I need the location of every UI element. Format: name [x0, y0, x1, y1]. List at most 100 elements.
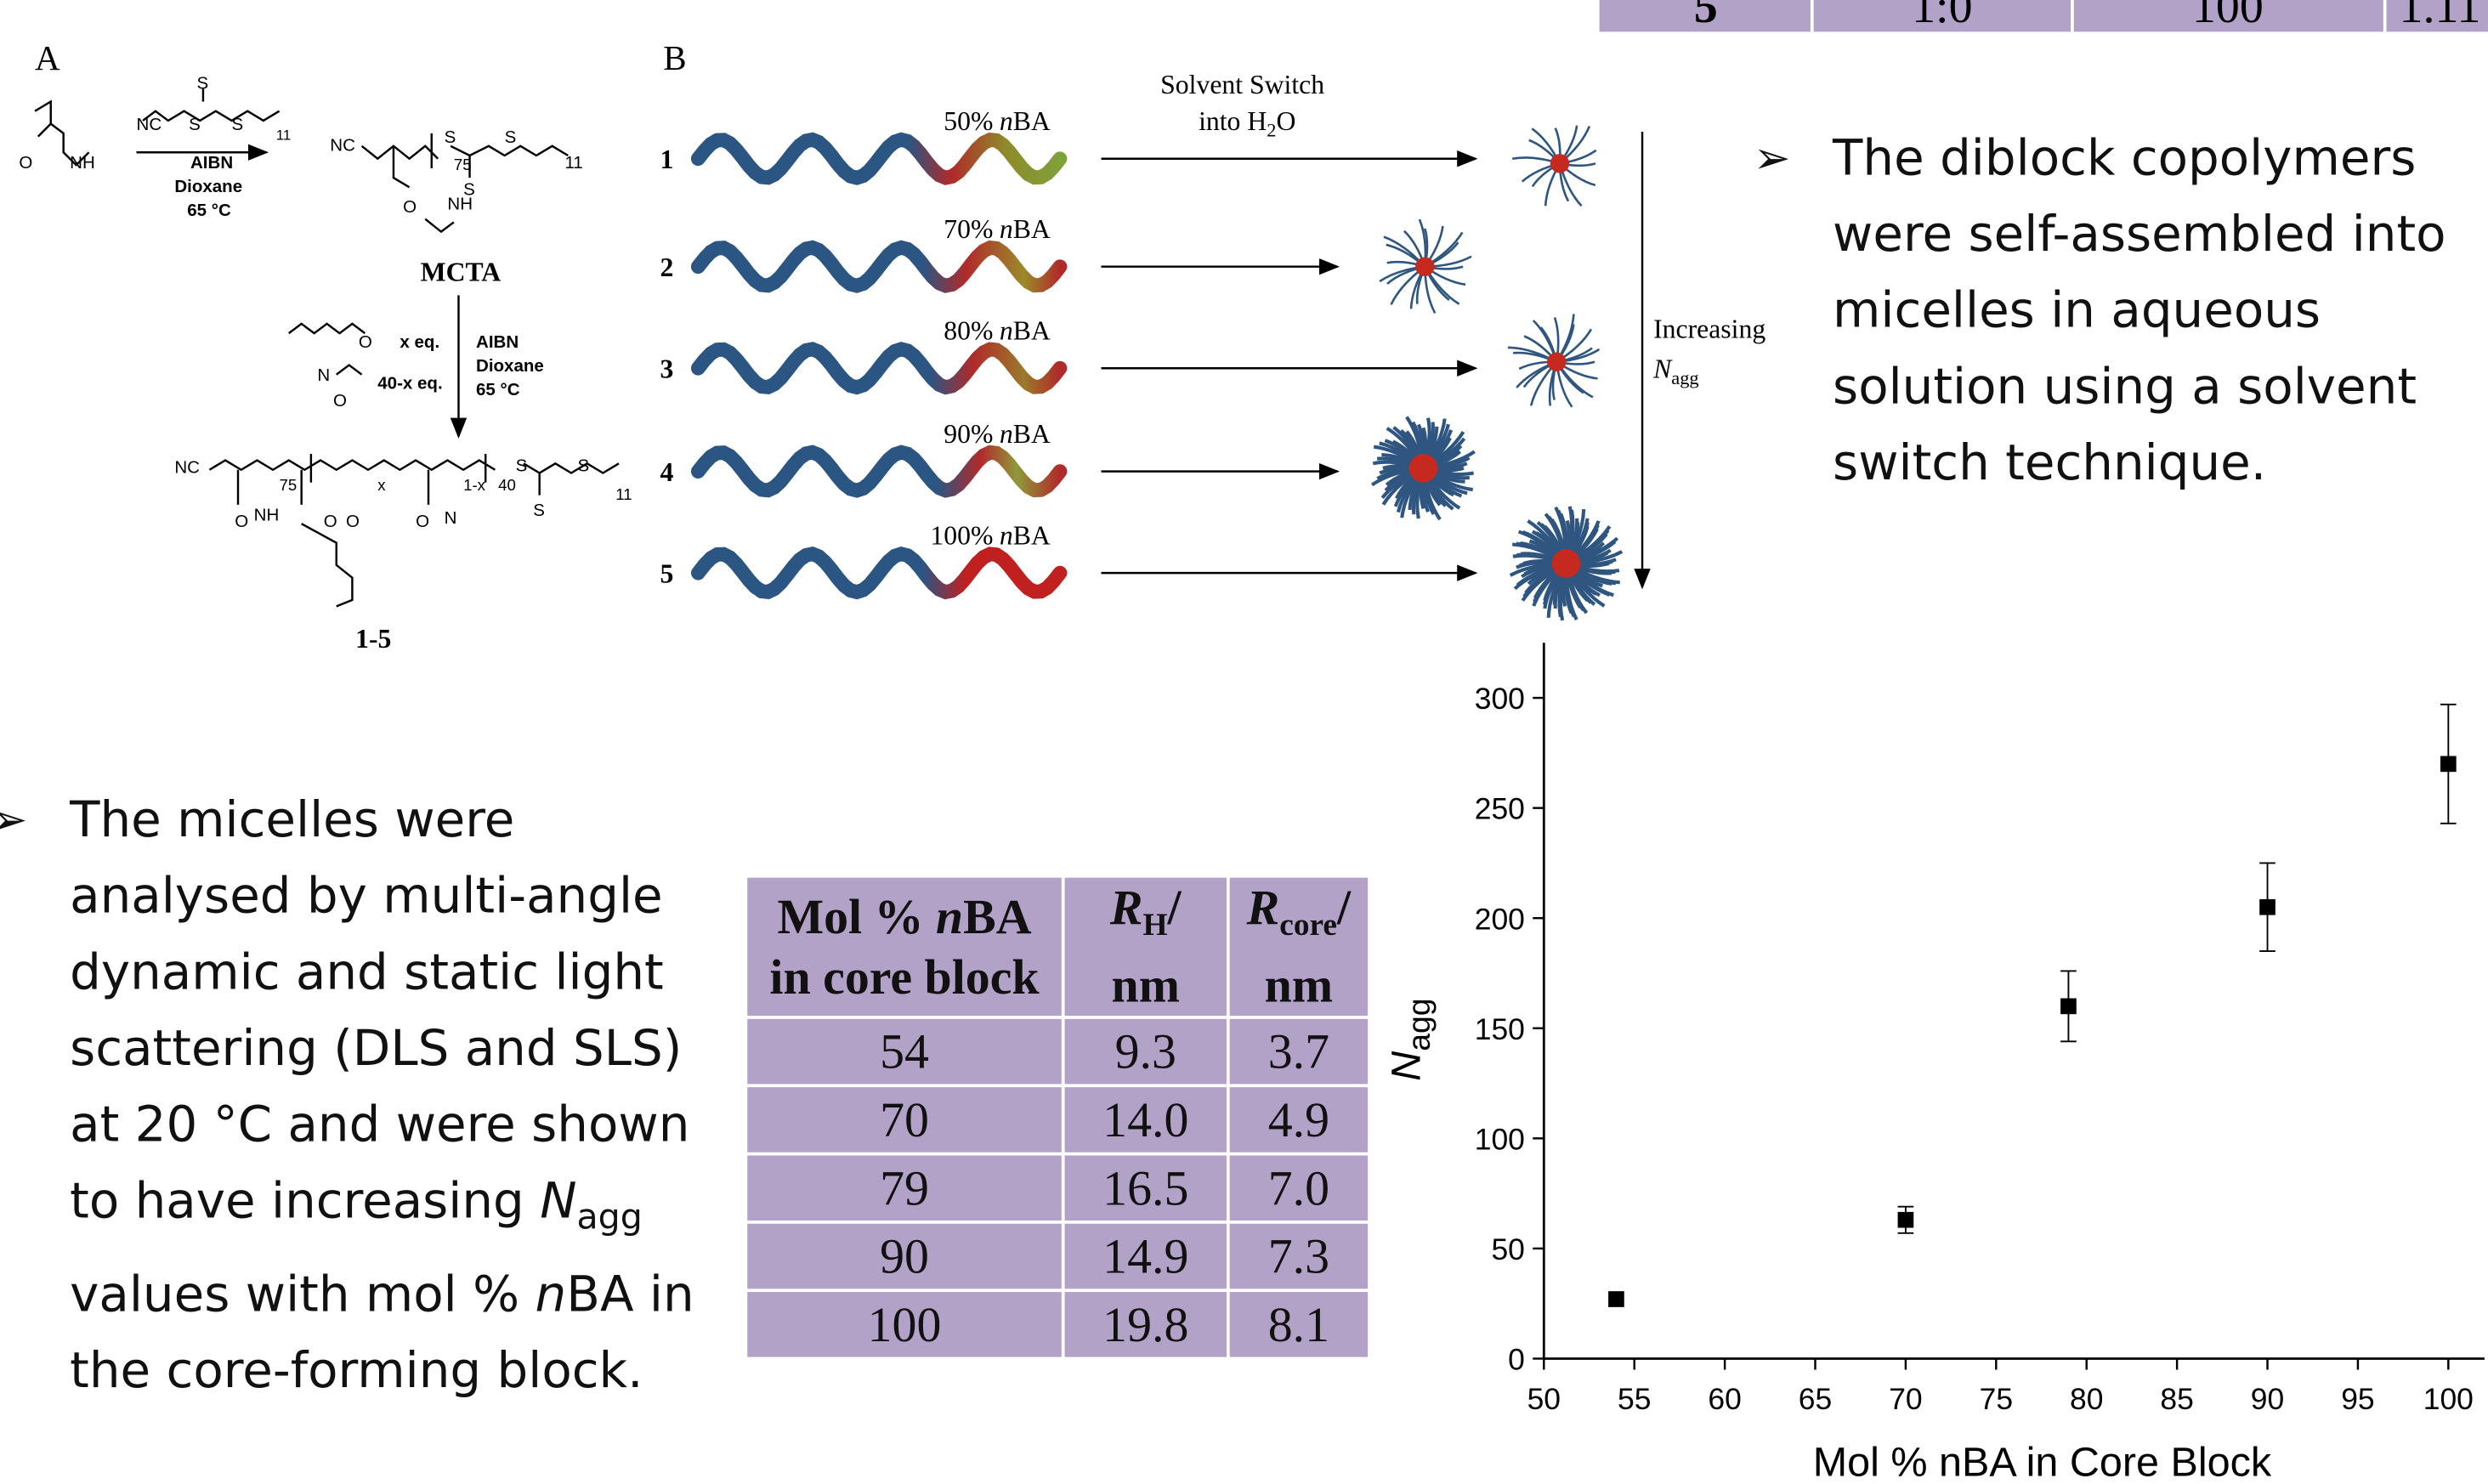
text-line: micelles in aqueous — [1833, 273, 2446, 349]
composition-label: 50%nBA — [944, 106, 1051, 136]
text-line: to have increasing Nagg — [70, 1164, 694, 1258]
micelle-core — [1552, 549, 1581, 578]
atom: O — [19, 153, 32, 173]
data-point — [2259, 899, 2275, 915]
monomer-n: n — [1000, 419, 1013, 449]
text-line: scattering (DLS and SLS) — [70, 1011, 694, 1088]
micelle-core — [1415, 258, 1434, 276]
atom: O — [235, 512, 248, 531]
polymer-chain — [698, 139, 1060, 178]
subscript: 11 — [276, 127, 291, 143]
x-tick-label: 55 — [1618, 1382, 1651, 1416]
text-line: The micelles were — [70, 783, 694, 859]
subscript: 11 — [615, 485, 632, 503]
atom: S — [516, 456, 528, 476]
micelle — [1508, 314, 1600, 407]
slide: 5 1:0 100 1.11 A — [0, 0, 2488, 1484]
composition-label: 90%nBA — [944, 419, 1051, 449]
header-cell: Rcore/nm — [1228, 876, 1369, 1018]
atom: NH — [447, 194, 473, 213]
table-row: 7916.57.0 — [745, 1154, 1369, 1222]
increasing-label: Increasing — [1653, 314, 1765, 344]
atom: S — [189, 115, 201, 134]
data-point — [2060, 999, 2077, 1015]
x-tick-label: 80 — [2070, 1382, 2103, 1416]
table-cell: 54 — [745, 1017, 1063, 1085]
text-line: the core-forming block. — [70, 1334, 694, 1410]
condition: Dioxane — [476, 356, 544, 376]
y-tick-label: 300 — [1475, 682, 1525, 716]
subscript: 40 — [498, 476, 516, 494]
x-tick-label: 50 — [1527, 1382, 1561, 1416]
text-line: analysed by multi-angle — [70, 858, 694, 935]
atom: NC — [137, 115, 162, 134]
atom: O — [359, 332, 372, 352]
subscript: 75 — [454, 156, 472, 173]
atom: NC — [174, 457, 200, 477]
text-run: BA in — [566, 1267, 694, 1324]
x-tick-label: 65 — [1799, 1382, 1832, 1416]
subscript: 75 — [280, 476, 298, 494]
monomer-ba: BA — [1013, 106, 1051, 136]
row-number: 4 — [660, 457, 674, 487]
atom: NC — [330, 135, 355, 155]
percent: 90% — [944, 419, 993, 449]
x-tick-label: 90 — [2251, 1382, 2284, 1416]
data-point — [1898, 1212, 1914, 1228]
bullet-marker: ➢ — [1754, 121, 1791, 197]
monomer-ba: BA — [1013, 521, 1051, 551]
increasing-label: Nagg — [1652, 354, 1698, 388]
top-cell: 1:0 — [1912, 0, 1973, 33]
atom: S — [196, 74, 208, 93]
text-line: at 20 °C and were shown — [70, 1087, 694, 1164]
reagent-eq: 40-x eq. — [377, 374, 442, 394]
atom: NH — [254, 505, 280, 524]
atom: S — [533, 501, 545, 520]
scheme-a: A NC S S S — [19, 38, 632, 654]
atom: NH — [70, 153, 95, 173]
polymer-chain — [698, 554, 1060, 592]
row-number: 1 — [660, 144, 674, 174]
x-tick-label: 100 — [2423, 1382, 2474, 1416]
table-cell: 8.1 — [1228, 1291, 1369, 1359]
table-cell: 4.9 — [1228, 1086, 1369, 1154]
top-cell: 5 — [1694, 0, 1718, 33]
y-tick-label: 0 — [1508, 1343, 1525, 1377]
condition: AIBN — [476, 332, 519, 352]
table-cell: 100 — [745, 1291, 1063, 1359]
table-row: 7014.04.9 — [745, 1086, 1369, 1154]
subscript: 1-x — [463, 476, 486, 494]
percent: 70% — [944, 214, 993, 244]
text-line: dynamic and static light — [70, 935, 694, 1011]
monomer-n: n — [1000, 316, 1013, 346]
text-line: The diblock copolymers — [1833, 121, 2446, 197]
atom: N — [445, 508, 457, 528]
micelle-core — [1409, 454, 1438, 483]
atom: O — [333, 391, 347, 411]
product: MCTA — [421, 258, 502, 287]
table-cell: 3.7 — [1228, 1017, 1369, 1085]
bullet-text: The diblock copolymerswere self-assemble… — [1833, 121, 2446, 501]
top-cell: 100 — [2192, 0, 2264, 33]
condition: Dioxane — [174, 177, 242, 196]
atom: O — [346, 512, 360, 531]
atom: S — [577, 456, 589, 476]
monomer-n: n — [1000, 521, 1013, 551]
y-tick-label: 250 — [1475, 792, 1525, 826]
atom: N — [317, 365, 330, 385]
table-cell: 7.3 — [1228, 1222, 1369, 1290]
composition-label: 80%nBA — [944, 316, 1051, 346]
polymer-chain — [698, 247, 1060, 286]
row-number: 5 — [660, 558, 674, 588]
data-point — [1608, 1291, 1624, 1307]
condition: 65 °C — [187, 201, 231, 220]
table-cell: 9.3 — [1063, 1017, 1228, 1085]
text-run: N — [540, 1173, 576, 1230]
condition: 65 °C — [476, 380, 520, 399]
